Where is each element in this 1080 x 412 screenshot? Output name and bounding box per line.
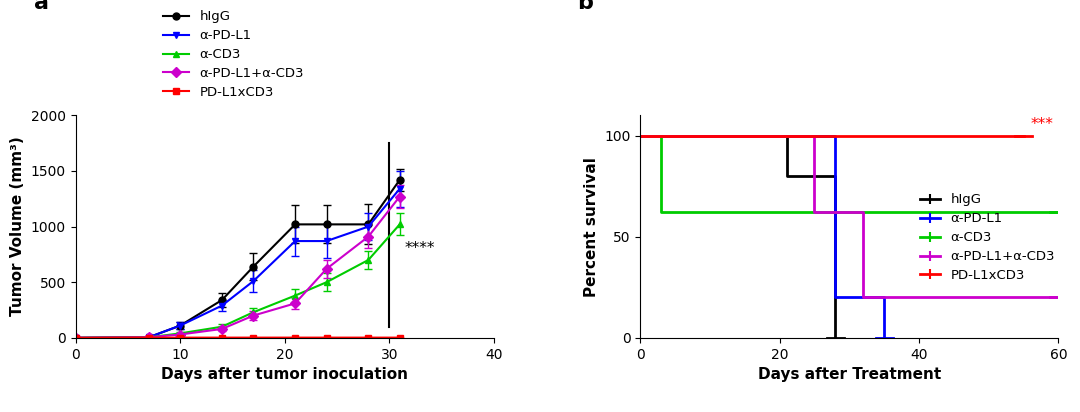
hIgG [780, 173, 793, 178]
X-axis label: Days after Treatment: Days after Treatment [758, 367, 941, 382]
α-CD3 [654, 210, 667, 215]
Text: a: a [33, 0, 49, 13]
Line: α-PD-L1: α-PD-L1 [640, 136, 885, 338]
α-PD-L1+α-CD3 [808, 133, 821, 138]
α-PD-L1 [878, 295, 891, 300]
Legend: hIgG, α-PD-L1, α-CD3, α-PD-L1+α-CD3, PD-L1xCD3: hIgG, α-PD-L1, α-CD3, α-PD-L1+α-CD3, PD-… [158, 5, 310, 104]
α-PD-L1 [828, 133, 841, 138]
Text: ***: *** [1030, 117, 1053, 131]
X-axis label: Days after tumor inoculation: Days after tumor inoculation [161, 367, 408, 382]
Line: α-PD-L1+α-CD3: α-PD-L1+α-CD3 [640, 136, 1058, 297]
α-PD-L1+α-CD3 [808, 210, 821, 215]
α-CD3 [634, 133, 647, 138]
Y-axis label: Percent survival: Percent survival [583, 157, 598, 297]
Line: α-CD3: α-CD3 [640, 136, 1058, 213]
α-PD-L1 [634, 133, 647, 138]
Text: ****: **** [405, 241, 435, 256]
hIgG [828, 173, 841, 178]
Legend: hIgG, α-PD-L1, α-CD3, α-PD-L1+α-CD3, PD-L1xCD3: hIgG, α-PD-L1, α-CD3, α-PD-L1+α-CD3, PD-… [915, 188, 1061, 288]
hIgG [634, 133, 647, 138]
α-PD-L1 [828, 295, 841, 300]
Line: hIgG: hIgG [640, 136, 835, 338]
hIgG [828, 335, 841, 340]
α-PD-L1 [878, 335, 891, 340]
α-CD3 [654, 133, 667, 138]
Text: b: b [578, 0, 593, 13]
α-PD-L1+α-CD3 [1052, 295, 1065, 300]
α-CD3 [1052, 210, 1065, 215]
α-PD-L1+α-CD3 [856, 210, 869, 215]
α-PD-L1+α-CD3 [634, 133, 647, 138]
hIgG [780, 133, 793, 138]
α-PD-L1+α-CD3 [856, 295, 869, 300]
Y-axis label: Tumor Volume (mm³): Tumor Volume (mm³) [10, 137, 25, 316]
